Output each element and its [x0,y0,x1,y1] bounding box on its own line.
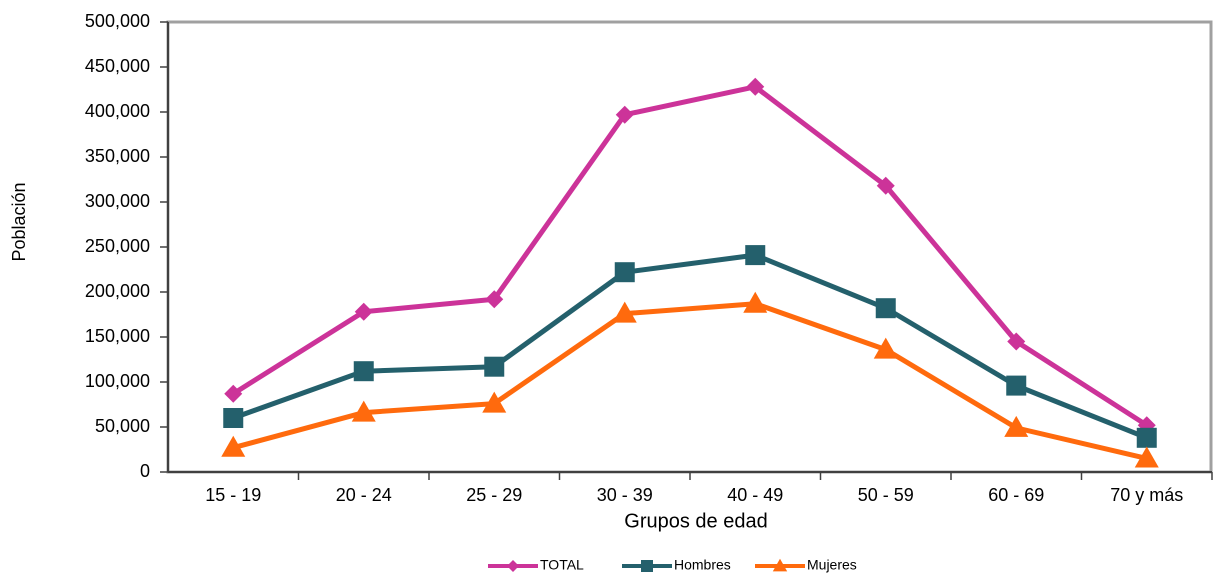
y-tick-label: 50,000 [95,416,150,436]
marker [1006,375,1027,396]
x-tick-label: 15 - 19 [205,485,261,505]
marker [482,391,507,413]
marker [615,105,634,124]
y-tick-label: 150,000 [85,326,150,346]
x-axis-title: Grupos de edad [624,510,767,532]
marker [1134,446,1159,468]
x-tick-label: 70 y más [1110,485,1183,505]
legend-label: Hombres [674,557,731,573]
x-tick-label: 60 - 69 [988,485,1044,505]
marker [484,356,505,377]
marker [641,560,653,572]
marker [873,337,898,359]
y-tick-label: 250,000 [85,236,150,256]
marker [353,361,374,382]
marker [221,435,246,457]
y-tick-label: 300,000 [85,191,150,211]
series-line [231,84,1149,428]
series-line [232,301,1148,461]
x-tick-label: 25 - 29 [466,485,522,505]
marker [223,408,244,428]
y-tick-label: 450,000 [85,56,150,76]
y-tick-label: 500,000 [85,11,150,31]
y-tick-label: 0 [140,461,150,481]
marker [875,298,896,319]
legend-item: Mujeres [755,557,857,573]
y-tick-label: 200,000 [85,281,150,301]
y-axis-title: Población [9,182,29,261]
marker [772,558,788,572]
marker [354,302,373,321]
y-tick-label: 400,000 [85,101,150,121]
marker [1007,332,1026,351]
y-tick-label: 350,000 [85,146,150,166]
x-tick-label: 50 - 59 [858,485,914,505]
marker [224,384,243,403]
legend-item: Hombres [622,557,731,573]
series-line [232,252,1148,441]
legend-label: TOTAL [540,557,584,573]
marker [485,290,504,309]
marker [614,262,635,283]
x-tick-label: 30 - 39 [597,485,653,505]
marker [1004,415,1029,437]
marker [612,301,637,323]
marker [351,400,376,422]
marker [876,176,895,195]
legend-item: TOTAL [488,557,584,573]
y-tick-label: 100,000 [85,371,150,391]
marker [743,291,768,313]
marker [746,77,765,96]
legend-label: Mujeres [807,557,857,573]
x-tick-label: 20 - 24 [336,485,392,505]
marker [507,560,519,572]
plot-frame [166,20,1213,474]
marker [745,245,766,266]
marker [1136,427,1157,448]
x-tick-label: 40 - 49 [727,485,783,505]
